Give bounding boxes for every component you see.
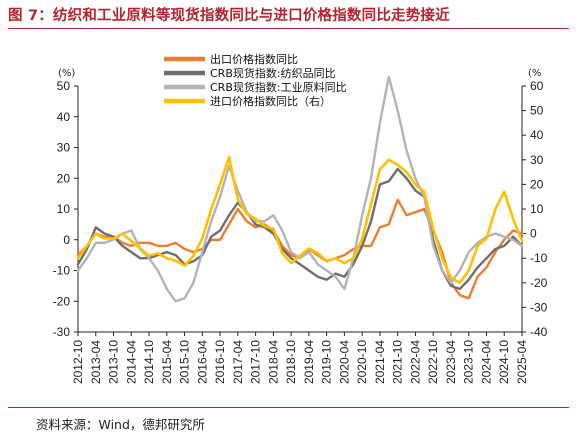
left-tick-label: -20: [53, 294, 71, 308]
x-tick-label: 2023-04: [444, 340, 458, 384]
x-tick-label: 2025-04: [515, 340, 529, 384]
x-tick-label: 2014-04: [124, 340, 138, 384]
x-tick-label: 2024-04: [479, 340, 493, 384]
left-tick-label: 30: [57, 141, 71, 155]
x-tick-label: 2017-10: [249, 340, 263, 384]
legend-label: 进口价格指数同比（右）: [210, 94, 331, 108]
line-chart: 50 40 30 20 10 0 -10 -20 -30 60 50 40 30 20 10 0 -10 -20 -…: [53, 52, 548, 384]
left-tick-label: -10: [53, 264, 71, 278]
right-tick-label: 40: [530, 128, 544, 142]
right-tick-label: -10: [530, 251, 548, 265]
series-line-3: [76, 75, 524, 303]
right-tick-label: 20: [530, 177, 544, 191]
right-tick-label: 30: [530, 153, 544, 167]
x-tick-label: 2023-10: [462, 340, 476, 384]
left-tick-label: 10: [57, 202, 71, 216]
title-divider: [8, 28, 569, 29]
right-tick-label: -40: [530, 325, 548, 339]
x-tick-label: 2020-04: [337, 340, 351, 384]
x-tick-label: 2019-04: [302, 340, 316, 384]
legend-label: CRB现货指数:工业原料同比: [210, 80, 347, 94]
right-tick-label: 50: [530, 104, 544, 118]
source-note: 资料来源：Wind，德邦研究所: [36, 417, 205, 432]
left-tick-label: -30: [53, 325, 71, 339]
series-line-2: [76, 167, 524, 291]
x-tick-label: 2013-04: [89, 340, 103, 384]
right-tick-label: 0: [530, 227, 537, 241]
x-tick-label: 2017-04: [231, 340, 245, 384]
left-axis-unit: (%): [58, 68, 75, 79]
x-tick-label: 2021-04: [373, 340, 387, 384]
right-tick-label: -30: [530, 300, 548, 314]
legend-label: CRB现货指数:纺织品同比: [210, 66, 336, 80]
series-lines: [76, 75, 524, 303]
figure-title: 图 7：纺织和工业原料等现货指数同比与进口价格指数同比走势接近: [8, 8, 450, 24]
right-tick-label: 10: [530, 202, 544, 216]
x-tick-label: 2016-10: [213, 340, 227, 384]
x-tick-label: 2018-04: [266, 340, 280, 384]
source-divider: [8, 407, 569, 408]
x-tick-label: 2019-10: [320, 340, 334, 384]
left-tick-label: 20: [57, 171, 71, 185]
right-tick-label: 60: [530, 79, 544, 93]
series-line-1: [76, 198, 524, 300]
x-tick-label: 2013-10: [107, 340, 121, 384]
x-tick-label: 2014-10: [142, 340, 156, 384]
series-line-4: [76, 156, 524, 285]
x-tick-label: 2015-04: [160, 340, 174, 384]
legend: 出口价格指数同比CRB现货指数:纺织品同比CRB现货指数:工业原料同比进口价格指…: [164, 52, 347, 108]
axes: 50 40 30 20 10 0 -10 -20 -30 60 50 40 30 20 10 0 -10 -20 -…: [53, 68, 548, 384]
legend-label: 出口价格指数同比: [210, 52, 298, 66]
x-tick-label: 2012-10: [71, 340, 85, 384]
left-tick-label: 40: [57, 110, 71, 124]
x-tick-label: 2018-10: [284, 340, 298, 384]
x-tick-label: 2015-10: [178, 340, 192, 384]
x-tick-label: 2021-10: [391, 340, 405, 384]
left-tick-label: 0: [63, 233, 70, 247]
x-tick-label: 2016-04: [195, 340, 209, 384]
left-tick-label: 50: [57, 79, 71, 93]
right-axis-unit: (%: [528, 68, 541, 79]
x-tick-label: 2020-10: [355, 340, 369, 384]
x-tick-label: 2022-04: [408, 340, 422, 384]
x-tick-label: 2022-10: [426, 340, 440, 384]
right-tick-label: -20: [530, 276, 548, 290]
x-tick-label: 2024-10: [497, 340, 511, 384]
